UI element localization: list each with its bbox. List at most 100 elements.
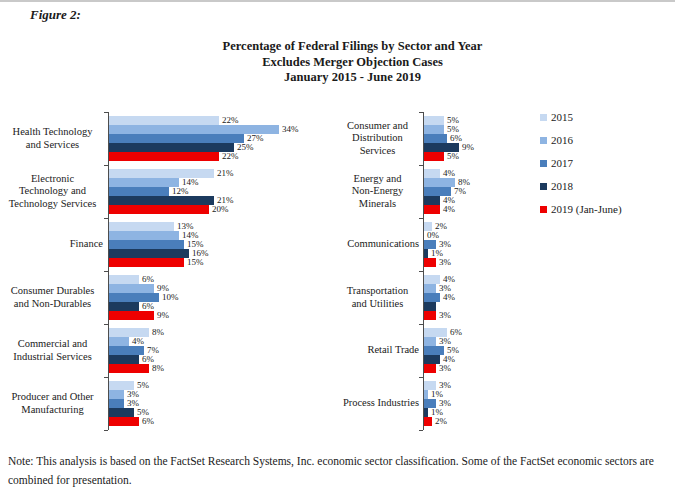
- bar-2015: [109, 222, 174, 231]
- category-label-line: Non-Energy: [336, 185, 419, 198]
- value-label: 4%: [443, 292, 455, 303]
- axis-tick: [104, 165, 108, 166]
- bar-2019: [109, 311, 154, 320]
- category-label-line: Technology and: [2, 185, 103, 198]
- bar-2018: [424, 196, 440, 205]
- category-label: Commercial andIndustrial Services: [2, 324, 103, 377]
- value-label: 7%: [454, 186, 466, 197]
- category-label: Process Industries: [336, 377, 419, 430]
- bar-2018: [109, 249, 189, 258]
- axis-tick: [419, 165, 423, 166]
- value-label: 22%: [222, 151, 239, 162]
- bar-2018: [109, 143, 234, 152]
- bar-2016: [109, 178, 179, 187]
- bar-2019: [109, 205, 209, 214]
- bar-2017: [109, 399, 124, 408]
- bar-2016: [109, 284, 154, 293]
- legend-item: 2019 (Jan-June): [540, 203, 622, 215]
- category-label-line: Services: [336, 145, 419, 158]
- category-label-line: and Non-Durables: [2, 298, 103, 311]
- value-label: 25%: [237, 142, 254, 153]
- value-label: 10%: [162, 292, 179, 303]
- legend-item: 2016: [540, 134, 573, 146]
- legend-item: 2017: [540, 157, 573, 169]
- legend-swatch-icon: [540, 160, 547, 167]
- category-label: Energy andNon-EnergyMinerals: [336, 165, 419, 218]
- bar-2019: [109, 258, 184, 267]
- category-label-line: Retail Trade: [336, 344, 419, 357]
- category-label-line: Consumer Durables: [2, 285, 103, 298]
- axis-tick: [419, 324, 423, 325]
- bar-2015: [109, 116, 219, 125]
- axis-tick: [104, 324, 108, 325]
- figure-label: Figure 2:: [30, 7, 81, 23]
- value-label: 21%: [217, 168, 234, 179]
- category-label: ElectronicTechnology andTechnology Servi…: [2, 165, 103, 218]
- value-label: 3%: [439, 257, 451, 268]
- bar-2015: [424, 116, 444, 125]
- category-label: Transportationand Utilities: [336, 271, 419, 324]
- category-label: Consumer Durablesand Non-Durables: [2, 271, 103, 324]
- legend-label: 2016: [551, 134, 573, 146]
- bar-2018: [109, 408, 134, 417]
- category-label-line: Minerals: [336, 198, 419, 211]
- category-label-line: Commercial and: [2, 338, 103, 351]
- bar-2017: [109, 346, 144, 355]
- value-label: 6%: [142, 416, 154, 427]
- category-label-line: Technology Services: [2, 198, 103, 211]
- category-label-line: Distribution: [336, 132, 419, 145]
- category-label: Health Technologyand Services: [2, 112, 103, 165]
- category-label: Consumer andDistributionServices: [336, 112, 419, 165]
- bar-2016: [424, 390, 428, 399]
- axis-tick: [104, 430, 108, 431]
- value-label: 3%: [439, 363, 451, 374]
- bar-2016: [424, 178, 455, 187]
- category-label-line: Manufacturing: [2, 404, 103, 417]
- bar-2017: [109, 240, 184, 249]
- page-top-border: [0, 0, 675, 2]
- value-label: 9%: [157, 310, 169, 321]
- footnote: Note: This analysis is based on the Fact…: [8, 452, 668, 489]
- chart-title: Percentage of Federal Filings by Sector …: [30, 39, 675, 86]
- chart-title-line-1: Percentage of Federal Filings by Sector …: [30, 39, 675, 55]
- bar-2019: [424, 205, 440, 214]
- bar-2017: [109, 134, 244, 143]
- bar-2018: [424, 249, 428, 258]
- legend-swatch-icon: [540, 206, 547, 213]
- axis-tick: [104, 271, 108, 272]
- chart-title-line-3: January 2015 - June 2019: [30, 70, 675, 86]
- legend-label: 2015: [551, 111, 573, 123]
- category-label: Communications: [336, 218, 419, 271]
- bar-2019: [109, 152, 219, 161]
- bar-2017: [424, 134, 447, 143]
- bar-2019: [109, 364, 149, 373]
- legend-label: 2018: [551, 180, 573, 192]
- legend-label: 2017: [551, 157, 573, 169]
- bar-2018: [424, 302, 436, 311]
- bar-2016: [424, 284, 436, 293]
- category-label-line: Health Technology: [2, 126, 103, 139]
- axis-tick: [104, 112, 108, 113]
- bar-2017: [424, 346, 444, 355]
- axis-tick: [104, 377, 108, 378]
- category-label-line: Process Industries: [336, 397, 419, 410]
- category-label-line: Electronic: [2, 173, 103, 186]
- bar-2018: [109, 302, 139, 311]
- bar-2019: [424, 417, 432, 426]
- value-label: 4%: [443, 204, 455, 215]
- legend-item: 2018: [540, 180, 573, 192]
- bar-2018: [424, 355, 440, 364]
- bar-2015: [424, 169, 440, 178]
- category-label-line: and Services: [2, 139, 103, 152]
- bar-2016: [109, 231, 179, 240]
- bar-2019: [109, 417, 139, 426]
- legend-item: 2015: [540, 111, 573, 123]
- category-label-line: Consumer and: [336, 120, 419, 133]
- axis-tick: [419, 377, 423, 378]
- axis-tick: [419, 430, 423, 431]
- category-label-line: Transportation: [336, 285, 419, 298]
- axis-tick: [104, 218, 108, 219]
- legend-swatch-icon: [540, 114, 547, 121]
- category-label-line: Finance: [2, 238, 103, 251]
- legend-swatch-icon: [540, 183, 547, 190]
